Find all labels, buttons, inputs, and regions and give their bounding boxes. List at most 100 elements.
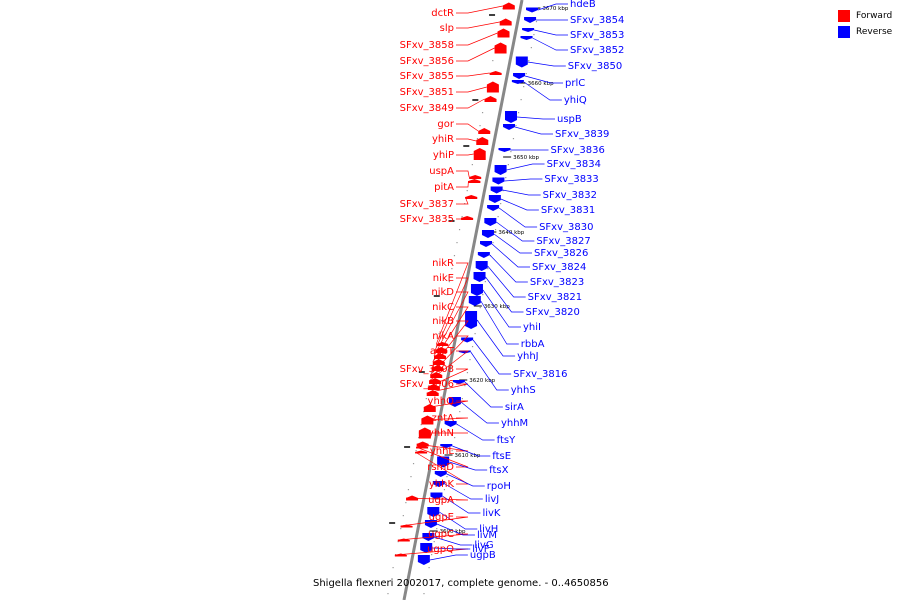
guide-dot — [512, 138, 515, 140]
guide-dot — [428, 567, 430, 569]
legend-forward-label: Forward — [856, 10, 893, 21]
guide-dot — [430, 372, 433, 374]
reverse-gene-label: livK — [482, 508, 500, 519]
reverse-leader — [498, 207, 538, 228]
reverse-gene-arrow — [470, 284, 483, 296]
reverse-gene-arrow — [444, 421, 457, 427]
guide-dot — [474, 333, 476, 335]
reverse-leader — [460, 401, 499, 424]
reverse-leader — [527, 61, 566, 67]
reverse-gene-arrow — [430, 492, 443, 500]
reverse-gene-arrow — [504, 111, 517, 123]
reverse-leader — [464, 381, 503, 408]
guide-dot — [423, 593, 425, 595]
reverse-gene-label: hdeB — [570, 0, 596, 10]
guide-dot — [520, 99, 522, 101]
forward-gene-label: SFxv_3808 — [400, 364, 454, 375]
legend-reverse: Reverse — [838, 24, 898, 39]
legend-reverse-label: Reverse — [856, 26, 893, 37]
guide-dot — [456, 242, 458, 244]
forward-leader — [400, 516, 469, 527]
reverse-swatch — [838, 25, 850, 38]
reverse-leader — [436, 523, 475, 536]
reverse-leader — [500, 198, 539, 211]
reverse-gene-label: SFxv_3852 — [570, 45, 624, 56]
reverse-leader — [449, 461, 488, 471]
reverse-gene-arrow — [475, 261, 488, 271]
reverse-gene-arrow — [494, 165, 507, 175]
reverse-leader — [506, 163, 545, 171]
forward-gene-label: uspA — [429, 166, 454, 177]
guide-dot — [420, 424, 422, 426]
reverse-gene-label: SFxv_3820 — [526, 307, 580, 318]
reverse-gene-label: livH — [479, 524, 498, 535]
forward-gene-label: yhhN — [428, 428, 454, 439]
forward-gene-label: ugpC — [428, 529, 454, 540]
reverse-leader — [504, 178, 543, 182]
reverse-gene-label: livF — [472, 544, 489, 555]
forward-gene-label: ugpQ — [427, 544, 454, 555]
forward-gene-arrow — [502, 2, 515, 10]
guide-dot — [515, 125, 517, 127]
guide-dot — [528, 60, 530, 62]
reverse-gene-arrow — [448, 397, 461, 407]
reverse-leader — [485, 276, 524, 313]
guide-dot — [484, 281, 486, 283]
forward-gene-arrow — [415, 450, 428, 454]
guide-dot — [397, 541, 399, 543]
forward-leader — [456, 72, 490, 77]
forward-leader — [416, 443, 469, 452]
guide-dot — [530, 47, 532, 49]
guide-dot — [525, 73, 527, 75]
kbp-label: 3610 kbp — [455, 453, 481, 459]
reverse-gene-arrow — [440, 444, 453, 448]
forward-gene-label: dctR — [431, 8, 454, 19]
reverse-leader — [493, 233, 532, 254]
reverse-gene-label: SFxv_3853 — [570, 30, 624, 41]
reverse-gene-arrow — [480, 241, 493, 247]
forward-leader — [456, 32, 498, 46]
reverse-gene-label: yhiI — [523, 322, 541, 333]
forward-gene-arrow — [486, 81, 499, 93]
reverse-leader — [480, 300, 519, 345]
guide-dot — [446, 476, 448, 478]
reverse-gene-label: ftsY — [497, 435, 516, 446]
guide-dot — [428, 385, 430, 387]
reverse-leader — [470, 351, 509, 391]
reverse-gene-label: yhhM — [501, 418, 528, 429]
reverse-leader — [487, 265, 526, 298]
reverse-gene-arrow — [427, 507, 440, 517]
forward-leader — [456, 5, 503, 14]
guide-dot — [436, 528, 438, 530]
reverse-leader — [491, 243, 531, 268]
reverse-gene-label: SFxv_3823 — [530, 277, 584, 288]
guide-dot — [461, 398, 463, 400]
forward-leader — [434, 277, 469, 351]
kbp-label: 3600 kbp — [440, 529, 466, 535]
forward-leader — [436, 262, 469, 345]
reverse-gene-label: ftsE — [492, 451, 511, 462]
reverse-gene-label: SFxv_3827 — [536, 236, 590, 247]
kbp-label: 3650 kbp — [513, 155, 539, 161]
guide-dot — [517, 112, 520, 114]
forward-gene-label: yhiR — [432, 134, 454, 145]
guide-dot — [433, 541, 435, 543]
guide-dot — [451, 268, 453, 270]
reverse-leader — [514, 126, 554, 135]
guide-dot — [448, 463, 451, 465]
reverse-leader — [476, 319, 516, 357]
forward-gene-label: acpT — [430, 346, 455, 357]
guide-dot — [476, 138, 479, 140]
reverse-leader — [444, 483, 483, 500]
reverse-gene-label: SFxv_3839 — [555, 129, 609, 140]
reverse-gene-label: SFxv_3824 — [532, 262, 586, 273]
forward-gene-arrow — [478, 128, 491, 134]
reverse-leader — [442, 495, 481, 514]
reverse-gene-label: SFxv_3834 — [547, 159, 601, 170]
forward-gene-arrow — [484, 96, 497, 102]
forward-gene-arrow — [489, 71, 502, 75]
reverse-gene-arrow — [515, 56, 528, 68]
guide-dot — [389, 580, 392, 582]
reverse-gene-arrow — [473, 272, 486, 282]
guide-dot — [533, 34, 535, 36]
